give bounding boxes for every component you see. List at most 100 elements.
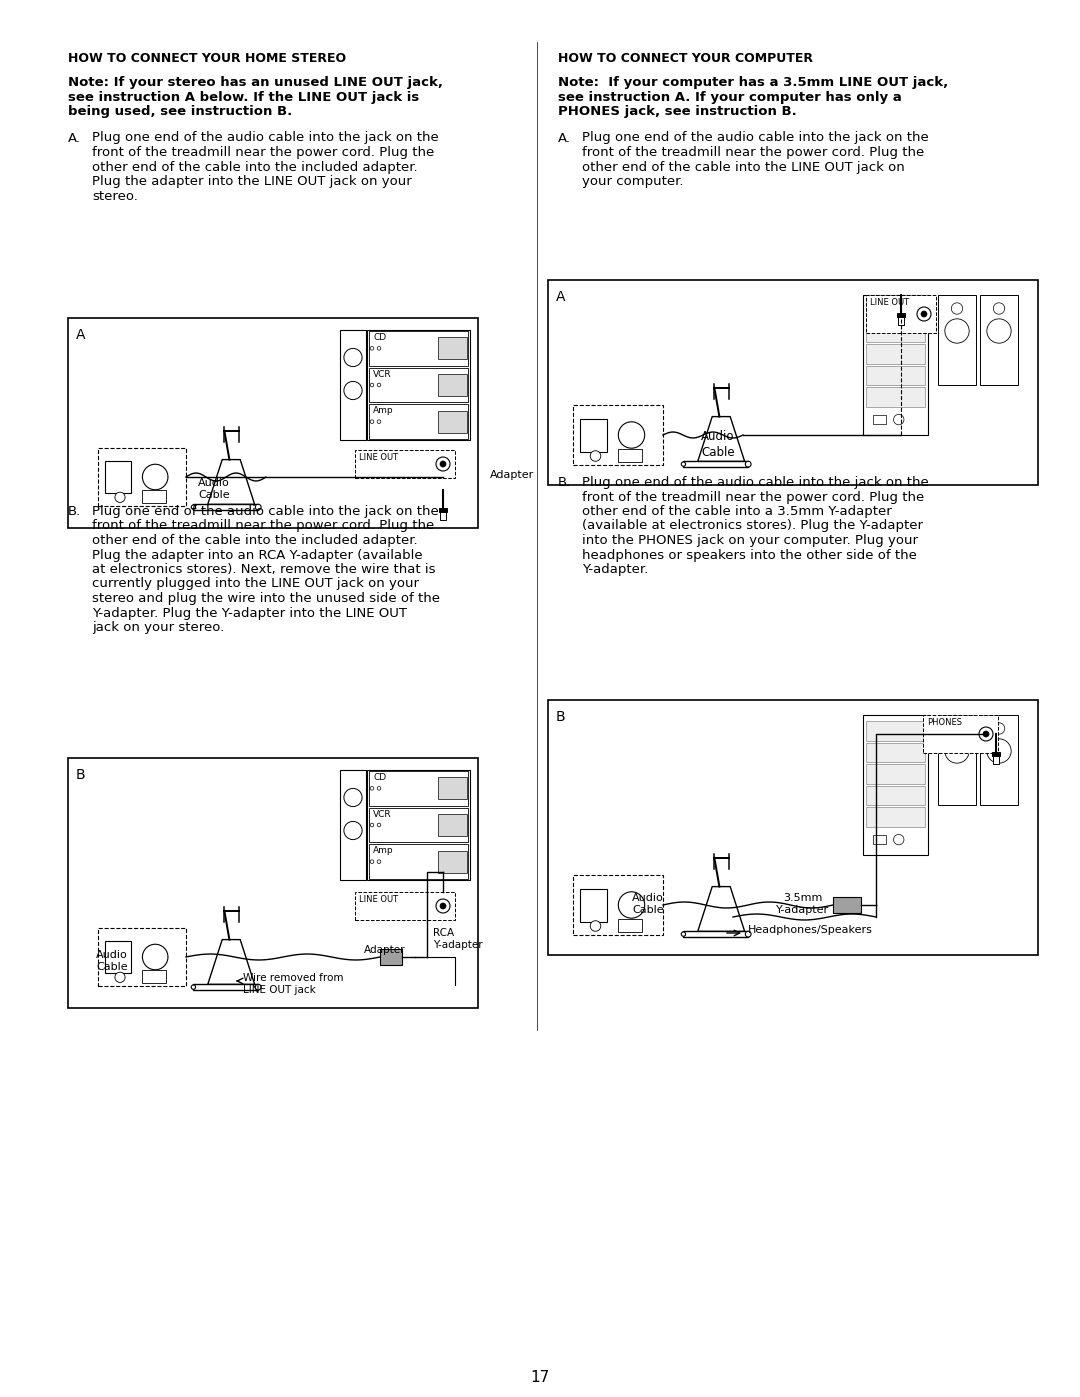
Bar bbox=[939, 295, 976, 386]
Text: PHONES jack, see instruction B.: PHONES jack, see instruction B. bbox=[558, 105, 797, 117]
Bar bbox=[580, 419, 607, 451]
Text: Amp: Amp bbox=[373, 407, 393, 415]
Circle shape bbox=[255, 985, 261, 990]
Text: at electronics stores). Next, remove the wire that is: at electronics stores). Next, remove the… bbox=[92, 563, 435, 576]
Text: B.: B. bbox=[68, 504, 81, 518]
Circle shape bbox=[745, 932, 751, 937]
Text: front of the treadmill near the power cord. Plug the: front of the treadmill near the power co… bbox=[582, 147, 924, 159]
Bar bbox=[573, 875, 663, 935]
Bar bbox=[105, 942, 132, 974]
Polygon shape bbox=[207, 460, 255, 504]
Bar bbox=[866, 344, 924, 363]
Text: Amp: Amp bbox=[373, 847, 393, 855]
Circle shape bbox=[951, 303, 962, 314]
Bar bbox=[548, 700, 1038, 956]
Text: (available at electronics stores). Plug the Y-adapter: (available at electronics stores). Plug … bbox=[582, 520, 923, 532]
Circle shape bbox=[618, 422, 645, 448]
Circle shape bbox=[921, 312, 927, 317]
Circle shape bbox=[143, 464, 168, 490]
Bar bbox=[440, 511, 446, 520]
Text: B: B bbox=[556, 710, 566, 724]
Text: A.: A. bbox=[68, 131, 81, 144]
Bar bbox=[141, 490, 165, 503]
Bar bbox=[369, 844, 468, 879]
Text: 3.5mm
Y-adapter: 3.5mm Y-adapter bbox=[777, 893, 829, 915]
Circle shape bbox=[377, 383, 381, 387]
Bar bbox=[618, 448, 643, 462]
Bar bbox=[866, 785, 924, 806]
Text: Y-adapter.: Y-adapter. bbox=[582, 563, 648, 576]
Bar bbox=[866, 295, 936, 332]
Text: VCR: VCR bbox=[373, 370, 392, 379]
Circle shape bbox=[893, 834, 904, 845]
Circle shape bbox=[994, 303, 1004, 314]
Bar bbox=[68, 319, 478, 528]
Bar bbox=[866, 323, 924, 342]
Circle shape bbox=[681, 462, 686, 467]
Polygon shape bbox=[193, 985, 258, 990]
Text: B: B bbox=[76, 768, 85, 782]
Bar bbox=[866, 300, 924, 320]
Bar bbox=[438, 509, 447, 511]
Circle shape bbox=[945, 319, 969, 344]
Text: stereo.: stereo. bbox=[92, 190, 138, 203]
Circle shape bbox=[618, 891, 645, 918]
Text: other end of the cable into a 3.5mm Y-adapter: other end of the cable into a 3.5mm Y-ad… bbox=[582, 504, 892, 518]
Bar bbox=[618, 919, 643, 932]
Circle shape bbox=[436, 457, 450, 471]
Bar bbox=[369, 807, 468, 842]
Bar bbox=[340, 330, 366, 440]
Circle shape bbox=[917, 307, 931, 321]
Circle shape bbox=[191, 504, 195, 510]
Text: Plug the adapter into an RCA Y-adapter (available: Plug the adapter into an RCA Y-adapter (… bbox=[92, 549, 422, 562]
Text: Note: If your stereo has an unused LINE OUT jack,: Note: If your stereo has an unused LINE … bbox=[68, 75, 443, 89]
Circle shape bbox=[377, 787, 381, 791]
Bar bbox=[573, 405, 663, 465]
Text: Audio
Cable: Audio Cable bbox=[701, 430, 734, 460]
Bar bbox=[897, 313, 905, 317]
Text: Audio
Cable: Audio Cable bbox=[632, 893, 664, 915]
Text: HOW TO CONNECT YOUR COMPUTER: HOW TO CONNECT YOUR COMPUTER bbox=[558, 52, 813, 66]
Text: front of the treadmill near the power cord. Plug the: front of the treadmill near the power co… bbox=[92, 147, 434, 159]
Bar bbox=[438, 374, 467, 395]
Text: your computer.: your computer. bbox=[582, 175, 684, 189]
Circle shape bbox=[377, 420, 381, 423]
Polygon shape bbox=[193, 504, 258, 510]
Bar bbox=[98, 448, 186, 506]
Text: being used, see instruction B.: being used, see instruction B. bbox=[68, 105, 293, 117]
Circle shape bbox=[191, 985, 195, 989]
Circle shape bbox=[951, 722, 962, 735]
Bar bbox=[866, 743, 924, 763]
Bar bbox=[355, 893, 455, 921]
Text: front of the treadmill near the power cord. Plug the: front of the treadmill near the power co… bbox=[92, 520, 434, 532]
Circle shape bbox=[983, 731, 989, 738]
Bar bbox=[438, 777, 467, 799]
Circle shape bbox=[370, 420, 374, 423]
Bar bbox=[340, 770, 366, 880]
Circle shape bbox=[370, 787, 374, 791]
Text: A.: A. bbox=[558, 131, 571, 144]
Bar bbox=[939, 715, 976, 805]
Bar bbox=[873, 415, 886, 423]
Text: Plug one end of the audio cable into the jack on the: Plug one end of the audio cable into the… bbox=[92, 504, 438, 518]
Circle shape bbox=[343, 381, 362, 400]
Circle shape bbox=[370, 861, 374, 863]
Bar bbox=[367, 330, 470, 440]
Text: into the PHONES jack on your computer. Plug your: into the PHONES jack on your computer. P… bbox=[582, 534, 918, 548]
Bar bbox=[380, 949, 402, 965]
Text: Audio
Cable: Audio Cable bbox=[96, 950, 127, 972]
Text: PHONES: PHONES bbox=[927, 718, 962, 726]
Text: other end of the cable into the LINE OUT jack on: other end of the cable into the LINE OUT… bbox=[582, 161, 905, 173]
Bar bbox=[438, 851, 467, 873]
Circle shape bbox=[591, 451, 600, 461]
Circle shape bbox=[370, 346, 374, 351]
Circle shape bbox=[893, 415, 904, 425]
Circle shape bbox=[377, 823, 381, 827]
Bar bbox=[369, 771, 468, 806]
Text: Wire removed from 
LINE OUT jack: Wire removed from LINE OUT jack bbox=[243, 972, 347, 996]
Circle shape bbox=[143, 944, 168, 970]
Text: Plug the adapter into the LINE OUT jack on your: Plug the adapter into the LINE OUT jack … bbox=[92, 175, 411, 189]
Text: LINE OUT: LINE OUT bbox=[359, 895, 399, 904]
Bar bbox=[993, 752, 1000, 756]
Bar bbox=[438, 337, 467, 359]
